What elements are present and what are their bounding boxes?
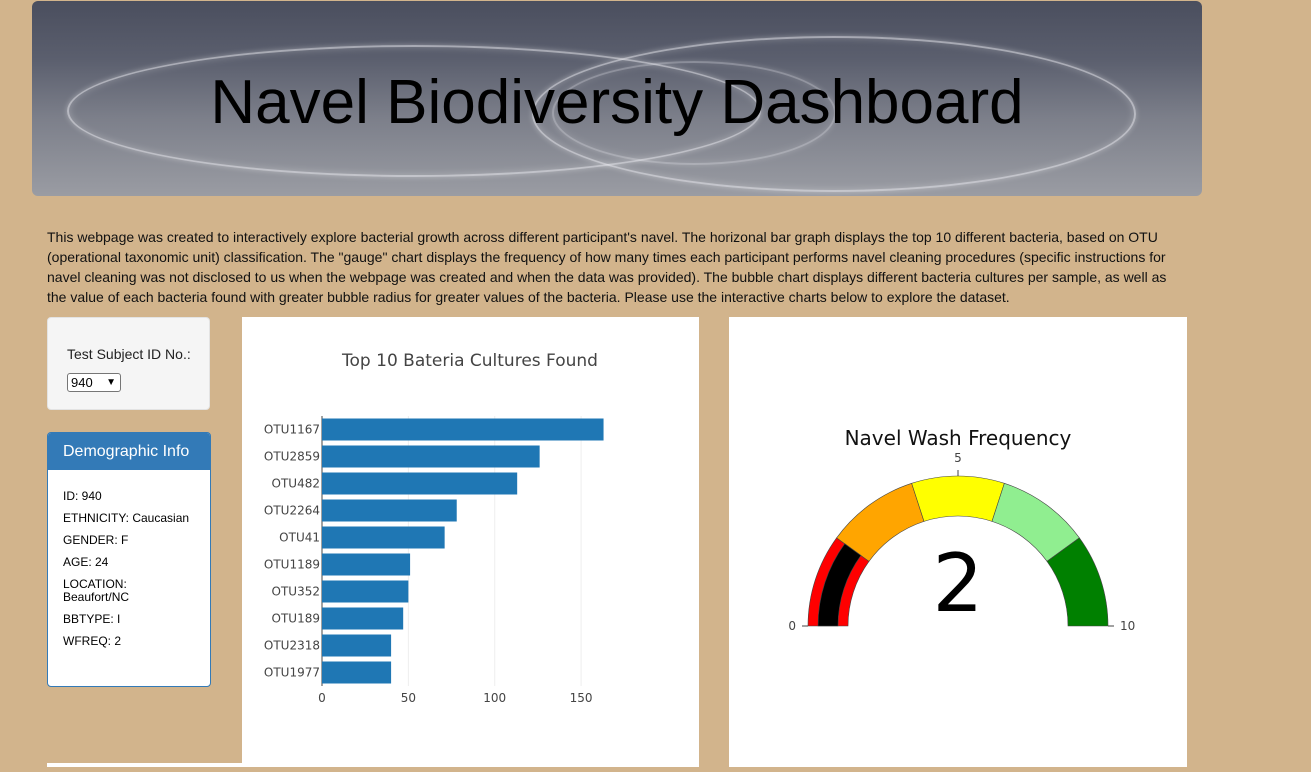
demographic-line: ID: 940 (63, 489, 102, 503)
header-banner: Navel Biodiversity Dashboard (32, 1, 1202, 196)
gauge-tick-label: 5 (954, 451, 962, 465)
y-tick-label: OTU1189 (264, 558, 320, 572)
x-tick-label: 150 (570, 691, 593, 705)
subject-id-value: 940 (71, 375, 93, 390)
y-tick-label: OTU2264 (264, 504, 320, 518)
gauge-value-bar (817, 543, 862, 627)
bar-chart-title: Top 10 Bateria Cultures Found (341, 351, 598, 371)
demographic-info-panel: Demographic Info ID: 940 ETHNICITY: Cauc… (47, 432, 211, 687)
subject-selector-label: Test Subject ID No.: (67, 346, 191, 362)
bar[interactable] (322, 526, 445, 549)
demographic-info-body: ID: 940 ETHNICITY: Caucasian GENDER: F A… (48, 470, 210, 648)
chevron-down-icon: ▼ (106, 377, 116, 388)
gauge-chart[interactable]: Navel Wash Frequency 0 5 10 2 (729, 317, 1187, 767)
demographic-line: AGE: 24 (63, 555, 109, 569)
y-tick-label: OTU1977 (264, 666, 320, 680)
y-tick-label: OTU1167 (264, 423, 320, 437)
y-tick-label: OTU189 (272, 612, 320, 626)
petri-dish-image (552, 61, 836, 165)
demographic-line: GENDER: F (63, 533, 129, 547)
bar[interactable] (322, 580, 409, 603)
bar[interactable] (322, 499, 457, 522)
subject-selector-panel: Test Subject ID No.: 940 ▼ (47, 317, 210, 410)
subject-id-select[interactable]: 940 ▼ (67, 373, 121, 392)
bar[interactable] (322, 472, 518, 495)
y-tick-label: OTU352 (272, 585, 320, 599)
gauge-tick-label: 10 (1120, 619, 1135, 633)
y-tick-label: OTU482 (272, 477, 320, 491)
demographic-line: LOCATION: Beaufort/NC (63, 577, 130, 604)
gauge-tick-label: 0 (788, 619, 796, 633)
bar[interactable] (322, 445, 540, 468)
y-tick-label: OTU2318 (264, 639, 320, 653)
bar[interactable] (322, 607, 404, 630)
intro-text: This webpage was created to interactivel… (47, 229, 1167, 305)
bar-chart[interactable]: Top 10 Bateria Cultures Found 0 50 100 150 O… (242, 317, 699, 767)
x-tick-label: 0 (318, 691, 326, 705)
page-title: Navel Biodiversity Dashboard (210, 68, 1024, 137)
demographic-line: ETHNICITY: Caucasian (63, 511, 190, 525)
demographic-line: WFREQ: 2 (63, 634, 122, 648)
bottom-card-edge (47, 763, 242, 767)
petri-dish-image (532, 36, 1136, 192)
gauge-chart-title: Navel Wash Frequency (845, 426, 1072, 450)
bar[interactable] (322, 661, 392, 684)
bar[interactable] (322, 634, 392, 657)
y-tick-label: OTU41 (279, 531, 320, 545)
gauge-value-label: 2 (933, 537, 984, 630)
demographic-info-title: Demographic Info (48, 433, 210, 470)
gauge-chart-card: Navel Wash Frequency 0 5 10 2 (729, 317, 1187, 767)
x-tick-label: 100 (483, 691, 506, 705)
bar[interactable] (322, 418, 604, 441)
bar[interactable] (322, 553, 411, 576)
demographic-line: BBTYPE: I (63, 612, 121, 626)
y-tick-label: OTU2859 (264, 450, 320, 464)
gauge-band (911, 475, 1005, 522)
x-tick-label: 50 (401, 691, 416, 705)
bar-chart-card: Top 10 Bateria Cultures Found 0 50 100 150 O… (242, 317, 699, 767)
